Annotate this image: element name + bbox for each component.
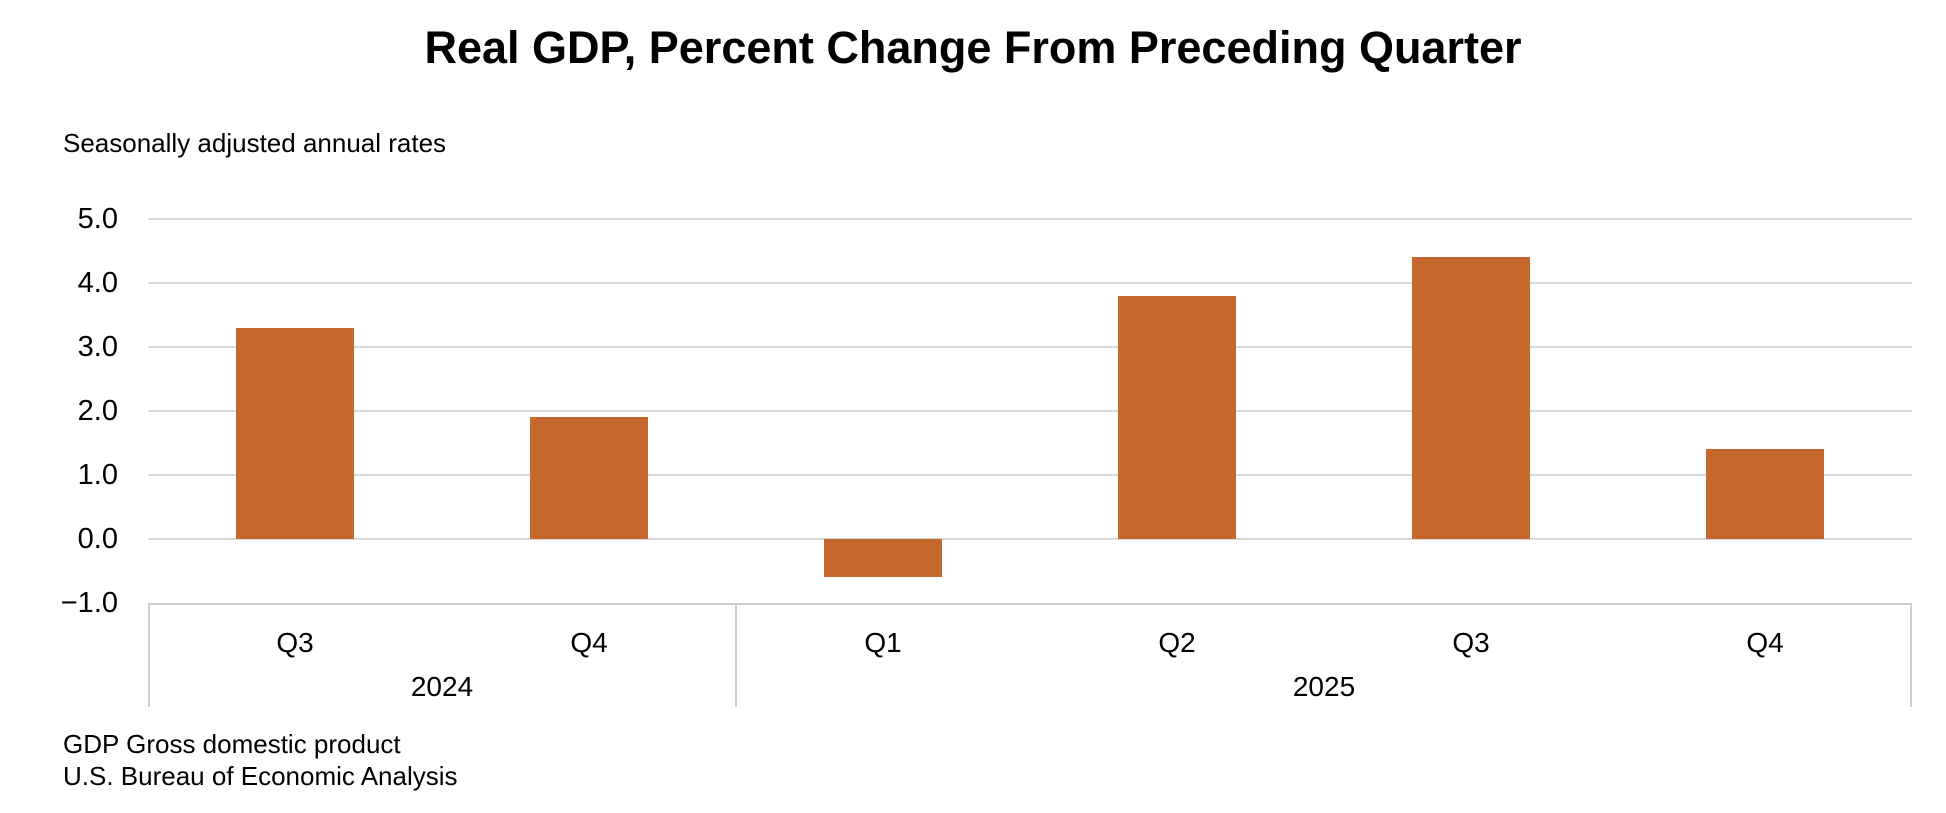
category-label: Q2 bbox=[1158, 627, 1196, 658]
y-tick-label: −1.0 bbox=[60, 587, 118, 619]
gridline bbox=[148, 346, 1912, 348]
x-axis-line bbox=[148, 603, 1912, 605]
category-label: Q4 bbox=[1746, 627, 1784, 658]
axis-group-divider bbox=[148, 603, 150, 707]
bar-q3-4 bbox=[1412, 257, 1530, 539]
y-tick-label: 1.0 bbox=[77, 459, 118, 491]
gridline bbox=[148, 538, 1912, 540]
y-tick-label: 0.0 bbox=[77, 523, 118, 555]
gridline bbox=[148, 282, 1912, 284]
bar-q2-3 bbox=[1118, 295, 1236, 539]
y-tick-label: 5.0 bbox=[77, 203, 118, 235]
category-label: Q3 bbox=[1452, 627, 1490, 658]
bar-q4-1 bbox=[530, 417, 648, 539]
year-label: 2025 bbox=[1292, 671, 1356, 702]
chart-subtitle: Seasonally adjusted annual rates bbox=[63, 128, 447, 158]
bar-q3-0 bbox=[236, 327, 354, 539]
source-attribution: U.S. Bureau of Economic Analysis bbox=[63, 761, 458, 791]
y-tick-label: 3.0 bbox=[77, 331, 118, 363]
gridline bbox=[148, 474, 1912, 476]
bar-q4-5 bbox=[1706, 449, 1824, 539]
plot-area bbox=[148, 218, 1912, 603]
x-axis: Q3 Q4 Q1 Q2 Q3 Q4 2024 2025 bbox=[148, 603, 1912, 707]
chart-title: Real GDP, Percent Change From Preceding … bbox=[424, 22, 1522, 73]
gridline bbox=[148, 218, 1912, 220]
category-label: Q3 bbox=[276, 627, 314, 658]
category-label: Q4 bbox=[570, 627, 608, 658]
year-label: 2024 bbox=[410, 671, 474, 702]
bar-q1-2 bbox=[824, 539, 942, 578]
category-label: Q1 bbox=[864, 627, 902, 658]
y-tick-label: 4.0 bbox=[77, 267, 118, 299]
axis-group-divider bbox=[735, 603, 737, 707]
gridline bbox=[148, 410, 1912, 412]
footnote-gdp-definition: GDP Gross domestic product bbox=[63, 729, 401, 759]
y-axis: 5.0 4.0 3.0 2.0 1.0 0.0 −1.0 bbox=[40, 203, 118, 619]
axis-group-divider bbox=[1910, 603, 1912, 707]
y-tick-label: 2.0 bbox=[77, 395, 118, 427]
